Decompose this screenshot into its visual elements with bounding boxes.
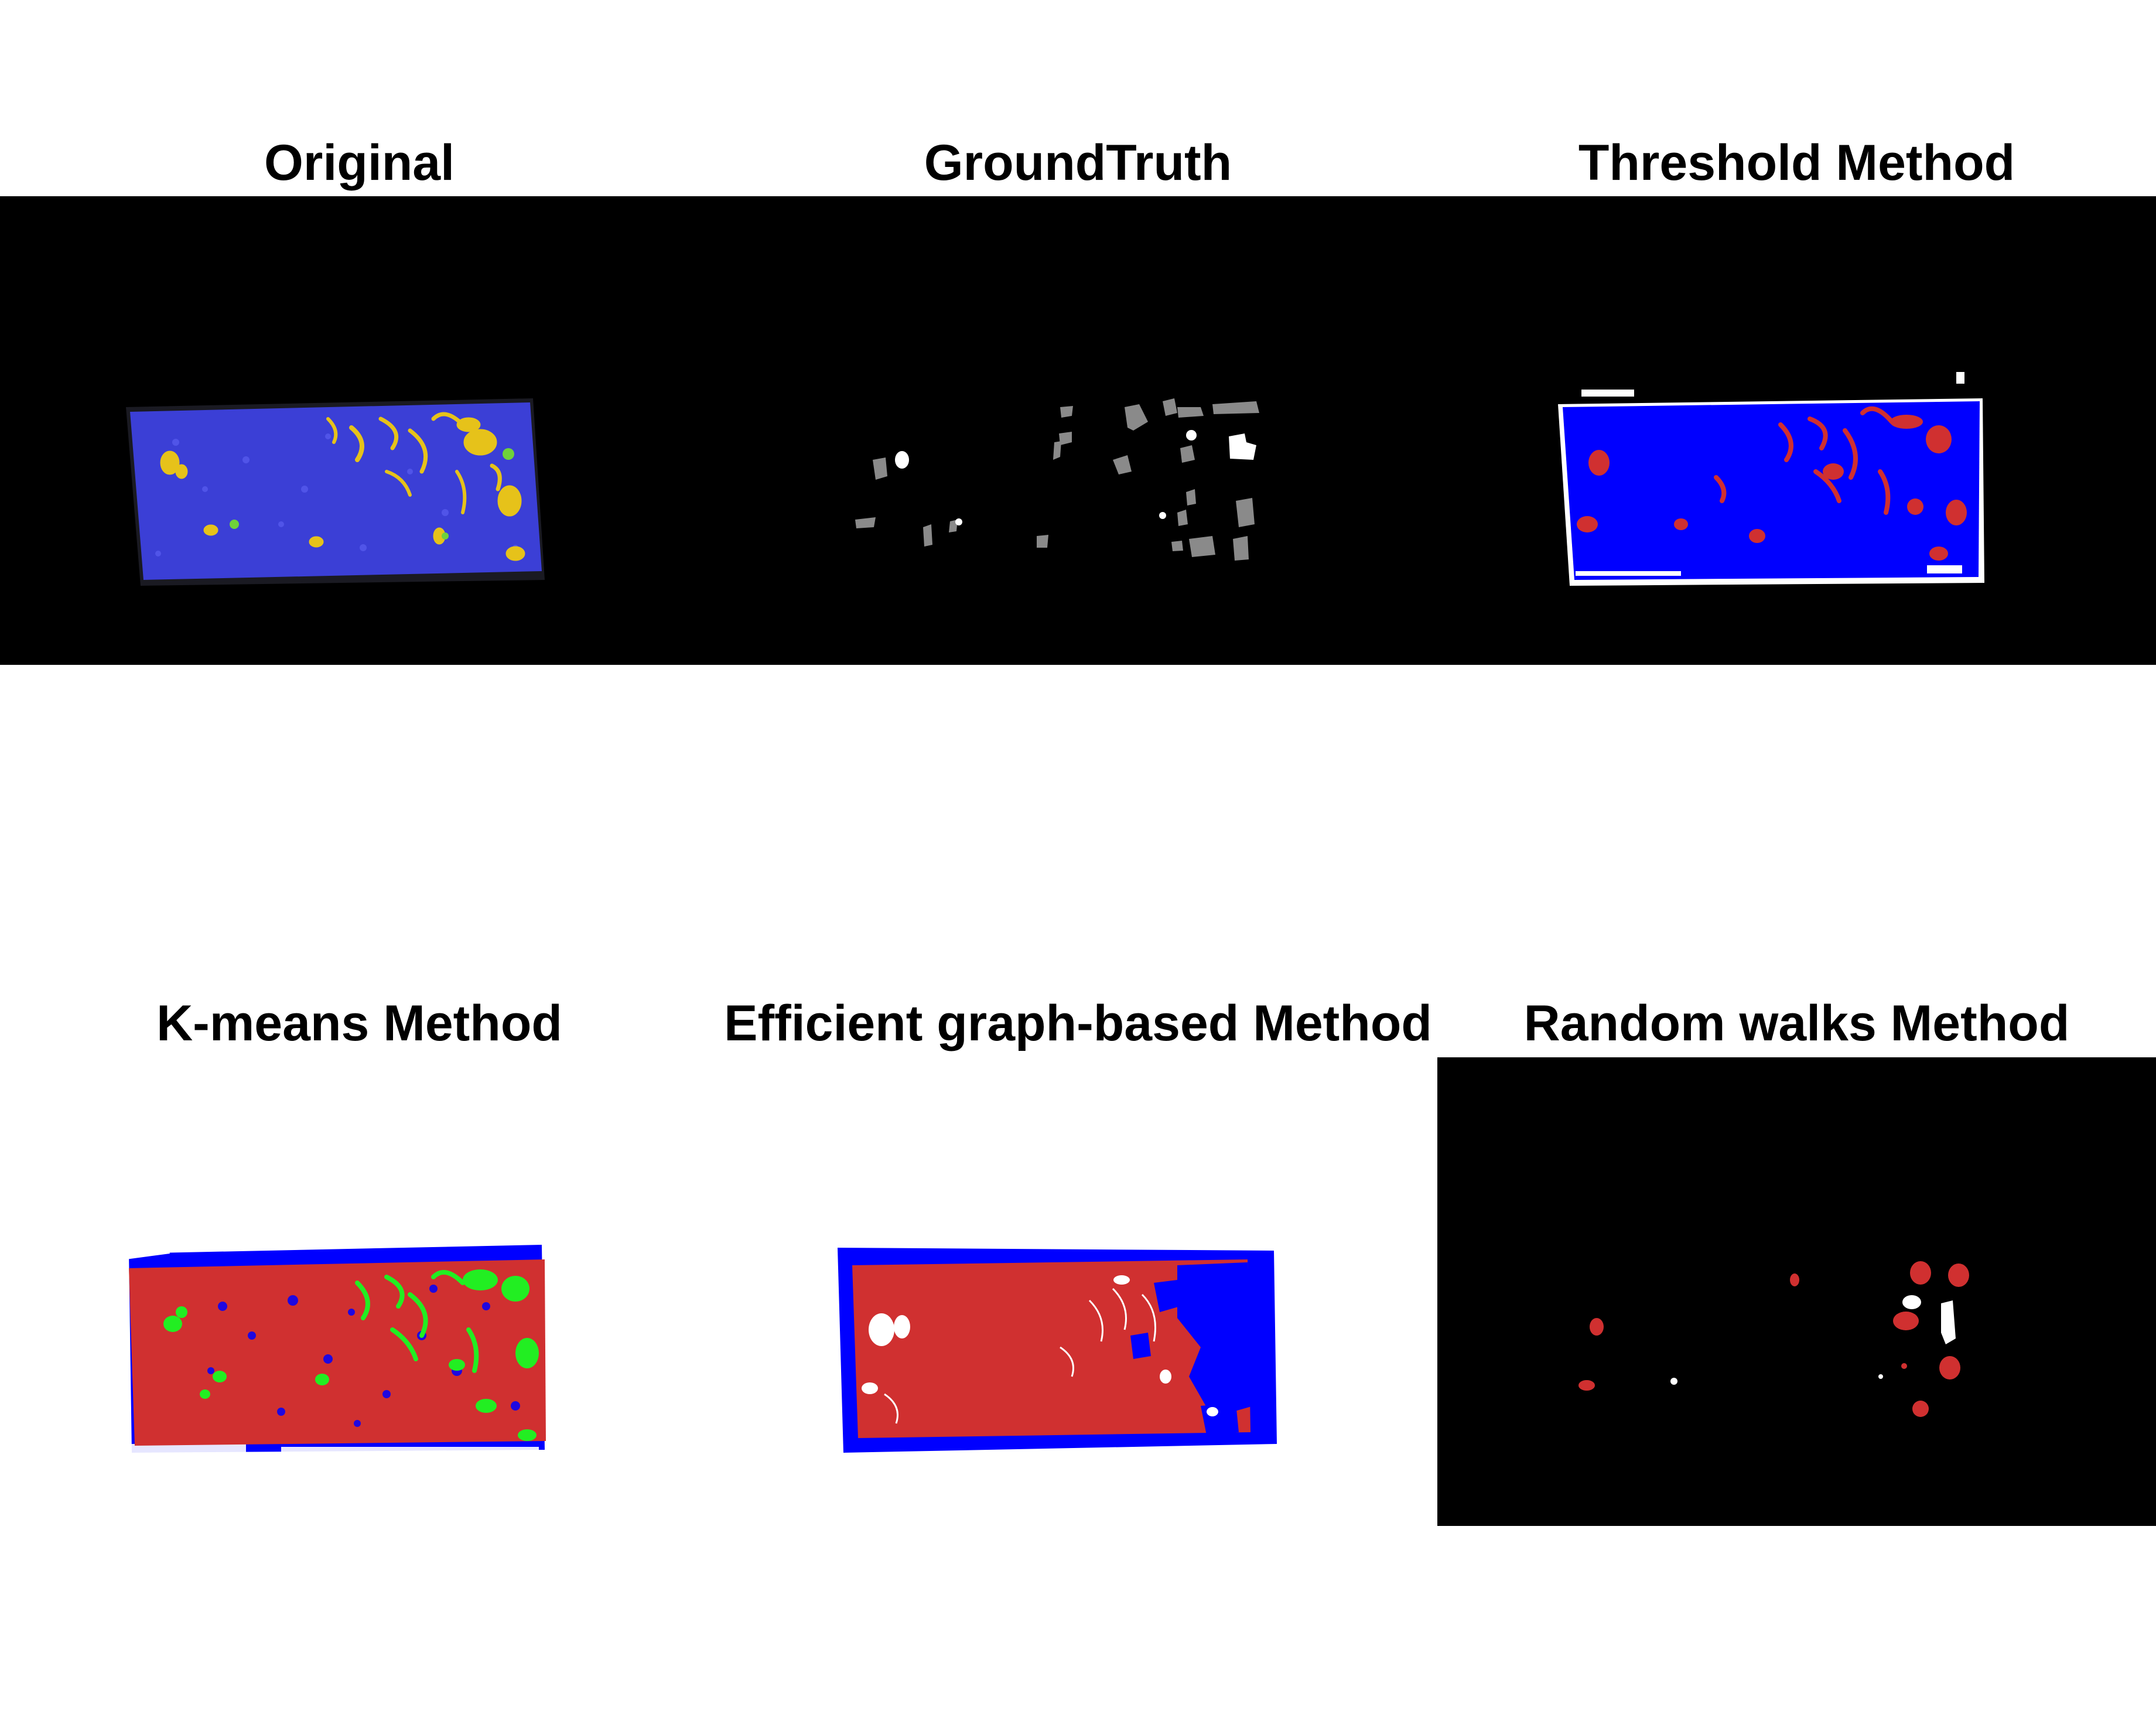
panel-title-kmeans: K-means Method xyxy=(156,995,562,1051)
panel-title-graph: Efficient graph-based Method xyxy=(724,995,1432,1051)
image-original xyxy=(126,398,545,586)
panel-title-original: Original xyxy=(264,135,455,191)
image-groundtruth xyxy=(855,398,1259,561)
image-graph-based xyxy=(838,1248,1277,1453)
panel-title-threshold: Threshold Method xyxy=(1578,135,2015,191)
panel-image-row1-band xyxy=(0,196,2156,665)
panel-title-randomwalks: Random walks Method xyxy=(1523,995,2070,1051)
panel-title-groundtruth: GroundTruth xyxy=(924,135,1232,191)
image-random-walks xyxy=(1437,1057,2156,1526)
image-threshold xyxy=(1558,372,1984,586)
image-kmeans xyxy=(123,1236,546,1456)
